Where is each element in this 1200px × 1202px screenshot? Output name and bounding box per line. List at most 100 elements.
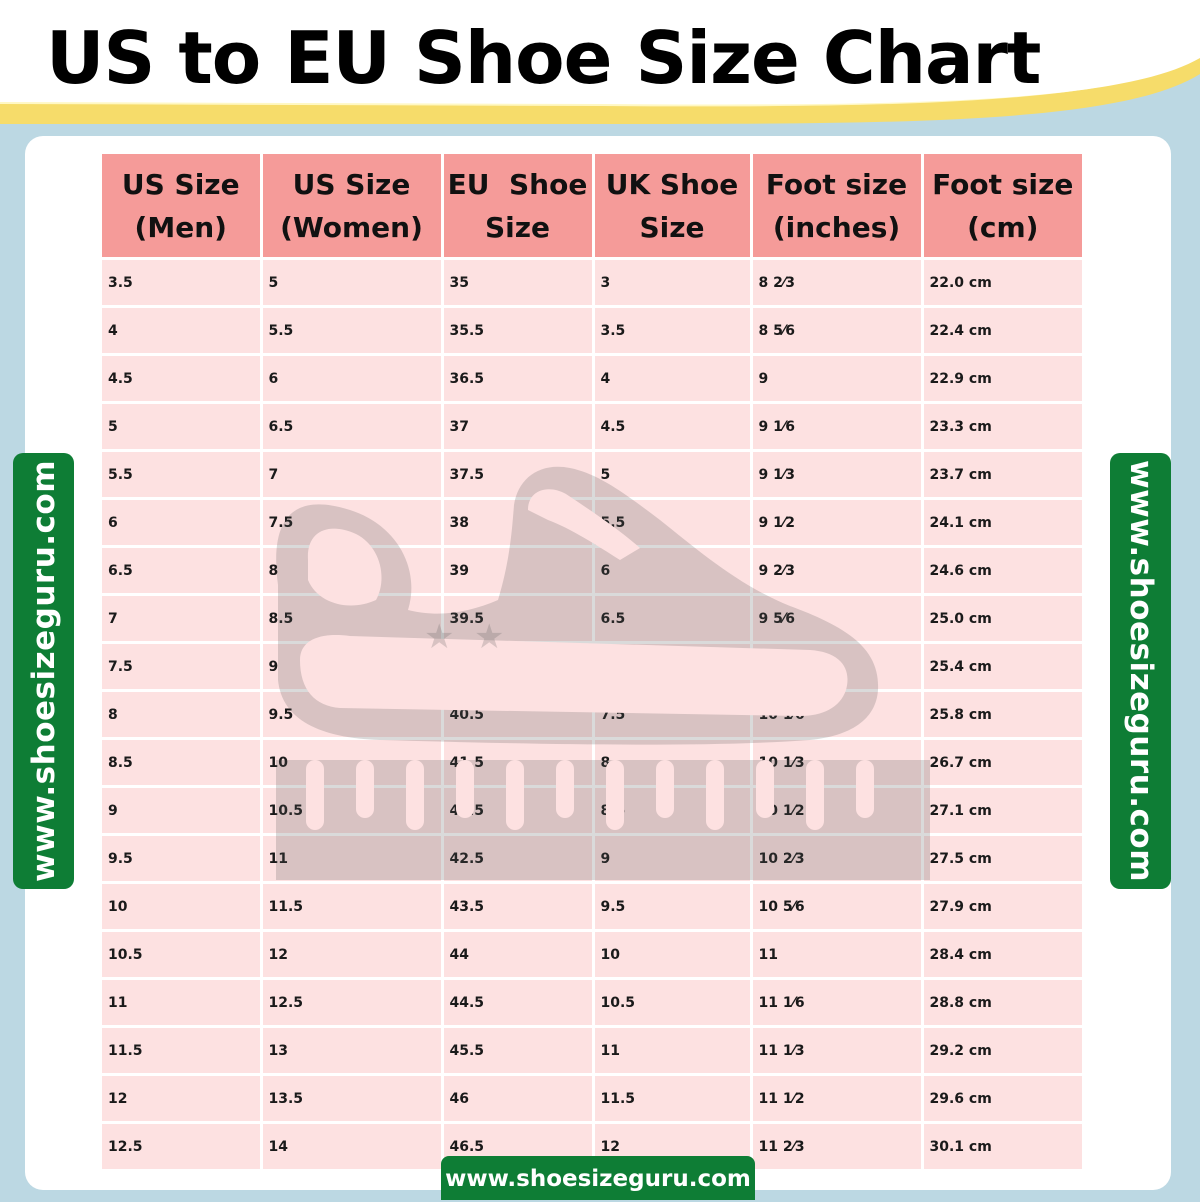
- table-cell: 10 1⁄6: [751, 690, 924, 740]
- table-cell: 6.5: [261, 402, 444, 452]
- table-cell: 29.2 cm: [922, 1026, 1082, 1076]
- table-cell: 29.6 cm: [922, 1074, 1082, 1124]
- table-cell: 28.4 cm: [922, 930, 1082, 980]
- table-cell: 37: [442, 402, 595, 452]
- table-cell: 11 2⁄3: [751, 1122, 924, 1172]
- table-cell: 8.5: [593, 786, 753, 836]
- website-badge-right[interactable]: www.shoesizeguru.com: [1110, 453, 1171, 889]
- table-row: 7 8.5 39.5 6.5 9 5⁄6 25.0 cm: [102, 594, 1082, 644]
- table-cell: 25.0 cm: [922, 594, 1082, 644]
- column-header-line1: UK Shoe: [605, 167, 739, 201]
- table-cell: 27.9 cm: [922, 882, 1082, 932]
- table-cell: 22.9 cm: [922, 354, 1082, 404]
- table-row: 6 7.5 38 5.5 9 1⁄2 24.1 cm: [102, 498, 1082, 548]
- table-cell: 10 5⁄6: [751, 882, 924, 932]
- table-cell: 8 2⁄3: [751, 258, 924, 308]
- website-badge-bottom[interactable]: www.shoesizeguru.com: [441, 1156, 755, 1200]
- table-cell: 10 1⁄2: [751, 786, 924, 836]
- website-badge-left[interactable]: www.shoesizeguru.com: [13, 453, 74, 889]
- table-cell: 5.5: [102, 450, 263, 500]
- column-header-line2: (Women): [280, 210, 423, 244]
- column-header: US Size (Men): [102, 154, 263, 260]
- table-cell: 9.5: [593, 882, 753, 932]
- table-cell: 4: [102, 306, 263, 356]
- column-header-line1: Foot size: [765, 167, 908, 201]
- table-cell: 27.1 cm: [922, 786, 1082, 836]
- column-header-line1: Foot size: [932, 167, 1074, 201]
- table-cell: 4.5: [102, 354, 263, 404]
- table-cell: 9: [261, 642, 444, 692]
- table-cell: 10: [261, 738, 444, 788]
- column-header-line2: (Men): [134, 210, 227, 244]
- table-cell: 13.5: [261, 1074, 444, 1124]
- table-cell: 8: [102, 690, 263, 740]
- table-cell: 6.5: [102, 546, 263, 596]
- table-row: 8 9.5 40.5 7.5 10 1⁄6 25.8 cm: [102, 690, 1082, 740]
- column-header-line1: US Size: [292, 167, 411, 201]
- table-cell: 38: [442, 498, 595, 548]
- table-cell: 40: [442, 642, 595, 692]
- column-header-line2: Size: [484, 210, 551, 244]
- table-cell: 6: [102, 498, 263, 548]
- table-cell: 35.5: [442, 306, 595, 356]
- table-cell: 11: [102, 978, 263, 1028]
- table-cell: 9.5: [102, 834, 263, 884]
- table-cell: 27.5 cm: [922, 834, 1082, 884]
- table-cell: 12.5: [261, 978, 444, 1028]
- table-cell: 11: [593, 1026, 753, 1076]
- table-cell: 25.8 cm: [922, 690, 1082, 740]
- table-cell: 4.5: [593, 402, 753, 452]
- table-cell: 4: [593, 354, 753, 404]
- table-cell: 10.5: [593, 978, 753, 1028]
- table-cell: 7: [261, 450, 444, 500]
- table-cell: 11: [261, 834, 444, 884]
- table-cell: 5: [593, 450, 753, 500]
- table-row: 3.5 5 35 3 8 2⁄3 22.0 cm: [102, 258, 1082, 308]
- table-cell: 10: [593, 930, 753, 980]
- table-cell: 44: [442, 930, 595, 980]
- table-cell: 7: [102, 594, 263, 644]
- table-cell: 8.5: [102, 738, 263, 788]
- table-cell: 22.0 cm: [922, 258, 1082, 308]
- table-cell: 30.1 cm: [922, 1122, 1082, 1172]
- table-row: 5 6.5 37 4.5 9 1⁄6 23.3 cm: [102, 402, 1082, 452]
- table-cell: 11 1⁄2: [751, 1074, 924, 1124]
- table-cell: 23.7 cm: [922, 450, 1082, 500]
- table-cell: 7.5: [593, 690, 753, 740]
- table-cell: 10 1⁄3: [751, 738, 924, 788]
- table-cell: 10: [751, 642, 924, 692]
- table-row: 10.5 12 44 10 11 28.4 cm: [102, 930, 1082, 980]
- table-row: 11.5 13 45.5 11 11 1⁄3 29.2 cm: [102, 1026, 1082, 1076]
- table-cell: 3.5: [102, 258, 263, 308]
- table-cell: 9 1⁄6: [751, 402, 924, 452]
- table-cell: 8: [261, 546, 444, 596]
- table-cell: 11 1⁄6: [751, 978, 924, 1028]
- table-cell: 11.5: [593, 1074, 753, 1124]
- table-cell: 9 5⁄6: [751, 594, 924, 644]
- table-cell: 5: [102, 402, 263, 452]
- table-cell: 5.5: [593, 498, 753, 548]
- table-cell: 25.4 cm: [922, 642, 1082, 692]
- table-cell: 28.8 cm: [922, 978, 1082, 1028]
- column-header: UK Shoe Size: [593, 154, 753, 260]
- table-cell: 35: [442, 258, 595, 308]
- table-cell: 39.5: [442, 594, 595, 644]
- table-row: 4.5 6 36.5 4 9 22.9 cm: [102, 354, 1082, 404]
- table-cell: 8 5⁄6: [751, 306, 924, 356]
- size-chart-table: US Size (Men) US Size (Women) EU Shoe Size UK …: [102, 154, 1082, 1172]
- table-cell: 13: [261, 1026, 444, 1076]
- table-cell: 9: [751, 354, 924, 404]
- website-text-left: www.shoesizeguru.com: [25, 459, 62, 883]
- table-cell: 14: [261, 1122, 444, 1172]
- column-header-line2: (inches): [772, 210, 901, 244]
- table-cell: 10.5: [261, 786, 444, 836]
- table-cell: 6: [261, 354, 444, 404]
- table-cell: 7: [593, 642, 753, 692]
- table-cell: 9 2⁄3: [751, 546, 924, 596]
- table-cell: 24.6 cm: [922, 546, 1082, 596]
- table-cell: 9 1⁄2: [751, 498, 924, 548]
- table-row: 6.5 8 39 6 9 2⁄3 24.6 cm: [102, 546, 1082, 596]
- title-banner: US to EU Shoe Size Chart: [0, 0, 1200, 132]
- table-row: 7.5 9 40 7 10 25.4 cm: [102, 642, 1082, 692]
- table-cell: 9: [593, 834, 753, 884]
